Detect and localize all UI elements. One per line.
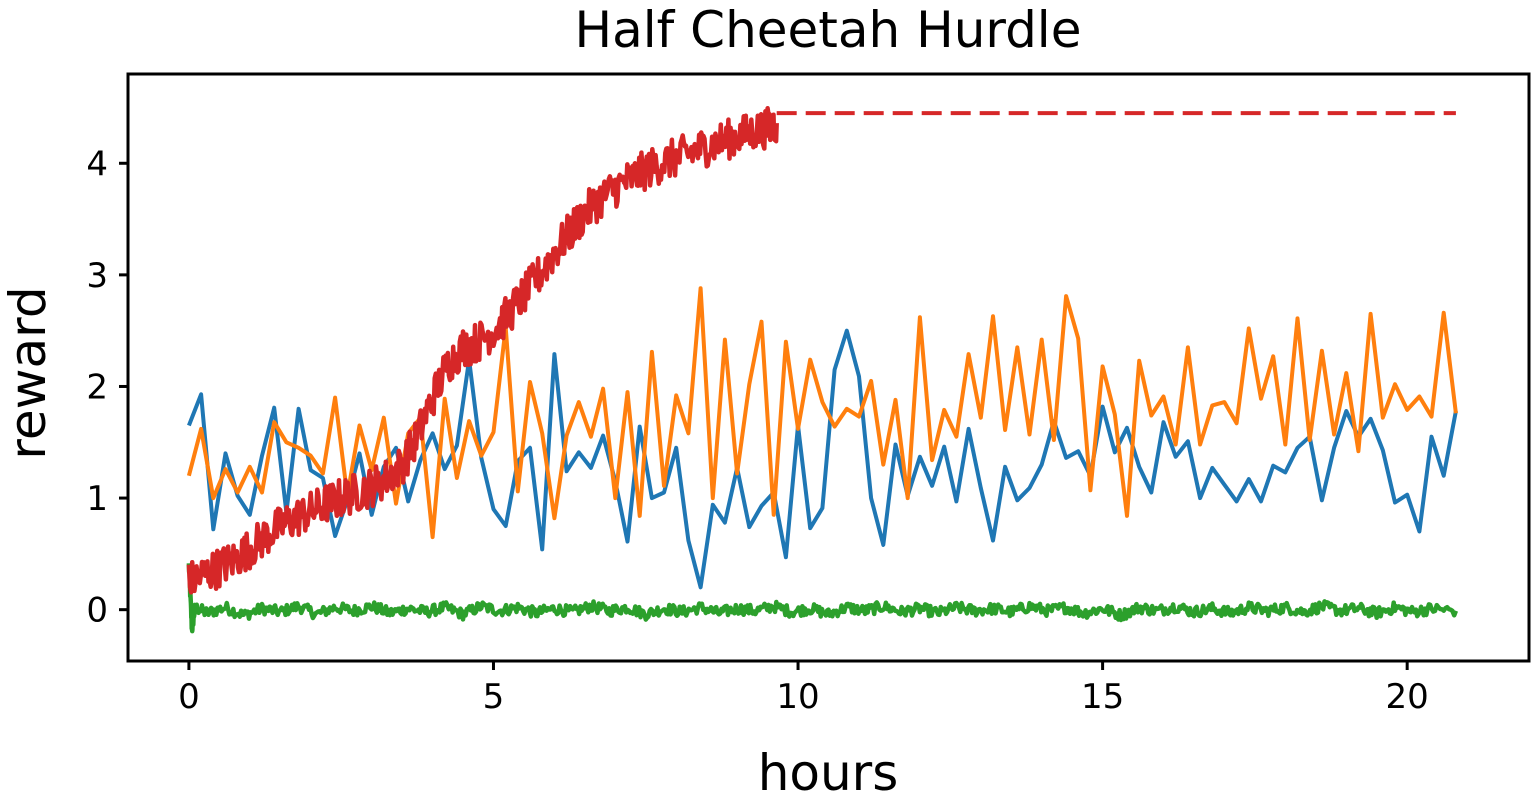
y-axis: 0 1 2 3 4 [86,144,128,631]
x-axis-label: hours [758,744,899,797]
series-line [187,328,1458,590]
chart-title: Half Cheetah Hurdle [575,1,1082,59]
x-tick-label: 20 [1386,677,1429,717]
y-tick-label: 0 [86,591,108,631]
x-axis: 0 5 10 15 20 [178,661,1429,717]
x-tick-label: 10 [776,677,819,717]
x-tick-label: 15 [1081,677,1124,717]
y-axis-label: reward [0,286,57,459]
series-line [186,106,779,595]
x-tick-label: 0 [178,677,200,717]
y-tick-label: 2 [86,367,108,407]
y-tick-label: 4 [86,144,108,184]
x-tick-label: 5 [483,677,505,717]
y-tick-label: 3 [86,256,108,296]
y-tick-label: 1 [86,479,108,519]
plot-frame [126,72,1531,663]
plot-area [186,106,1459,634]
series-line [186,563,1459,634]
